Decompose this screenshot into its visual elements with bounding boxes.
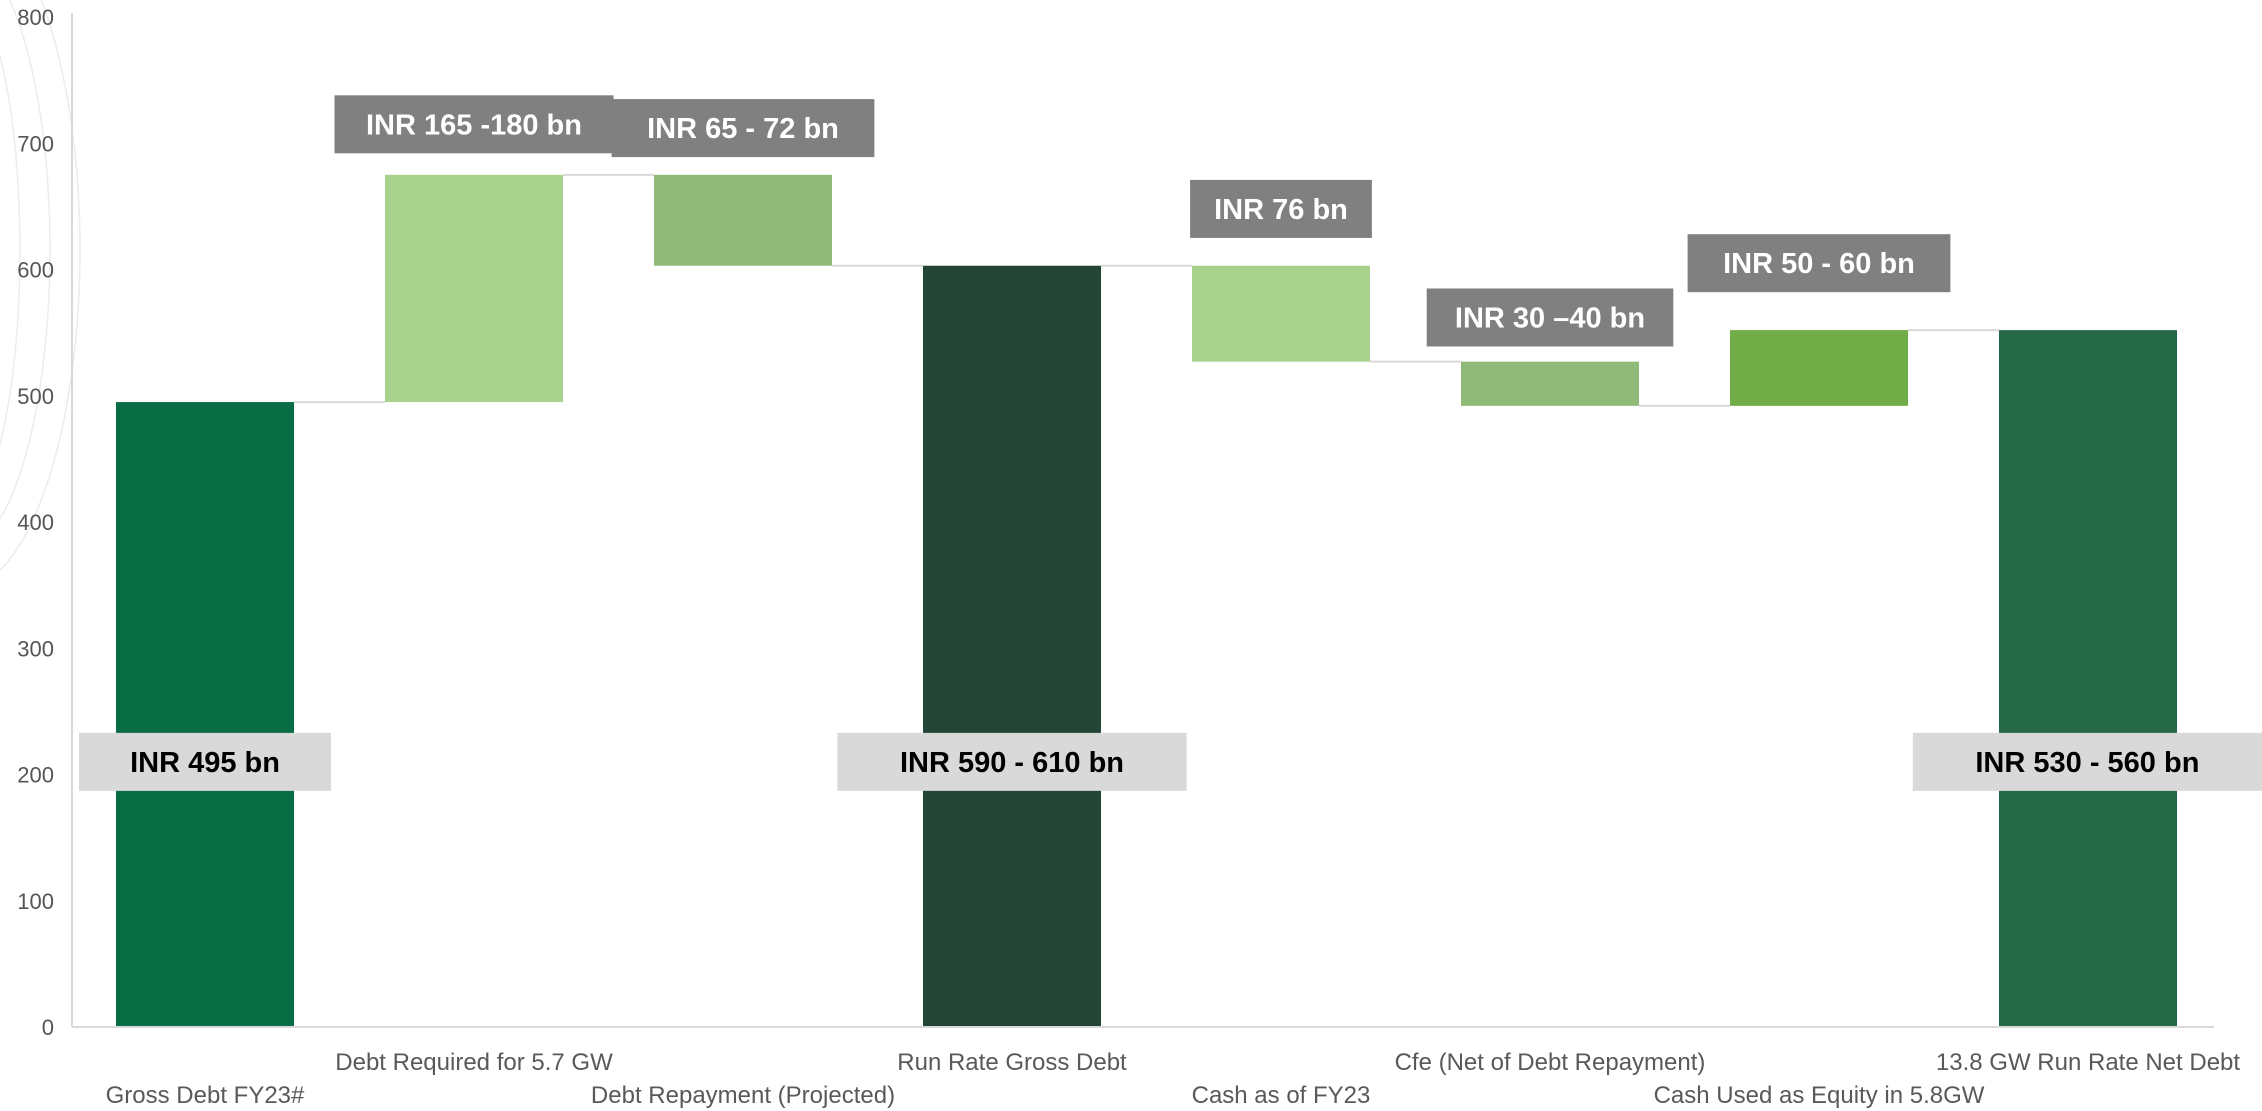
callout-box <box>611 99 875 158</box>
callout-box <box>1190 179 1372 238</box>
y-tick-label: 700 <box>17 131 54 156</box>
bar-4 <box>923 265 1101 1027</box>
data-label-callout: INR 495 bn <box>79 732 331 791</box>
contour-line <box>0 0 81 572</box>
x-category-label: Run Rate Gross Debt <box>897 1049 1127 1076</box>
data-label-callout: INR 30 –40 bn <box>1426 288 1674 347</box>
data-label-callout: INR 530 - 560 bn <box>1912 732 2262 791</box>
data-label: INR 495 bn <box>130 747 280 779</box>
data-label: INR 50 - 60 bn <box>1723 248 1915 280</box>
bars <box>116 174 2177 1028</box>
data-label-callout: INR 590 - 610 bn <box>837 732 1187 791</box>
y-tick-label: 400 <box>17 510 54 535</box>
data-label: INR 530 - 560 bn <box>1975 747 2199 779</box>
x-axis: Gross Debt FY23# Debt Required for 5.7 GW… <box>72 1026 2240 1109</box>
x-category-label: 13.8 GW Run Rate Net Debt <box>1936 1049 2240 1076</box>
y-tick-label: 100 <box>17 889 54 914</box>
y-tick-label: 800 <box>17 5 54 30</box>
data-label: INR 165 -180 bn <box>366 109 582 141</box>
y-tick-label: 200 <box>17 763 54 788</box>
x-category-label: Cfe (Net of Debt Repayment) <box>1395 1049 1706 1076</box>
x-category-label: Cash as of FY23 <box>1192 1082 1371 1109</box>
y-axis: 0 100 200 300 400 500 600 700 800 <box>17 5 73 1040</box>
callout-box <box>837 732 1187 791</box>
data-label-callout: INR 76 bn <box>1190 179 1372 238</box>
connector-lines <box>294 173 1999 407</box>
x-category-label: Gross Debt FY23# <box>106 1082 305 1109</box>
bar-6 <box>1461 361 1639 406</box>
bar-8 <box>1999 330 2177 1028</box>
bar-3 <box>654 174 832 266</box>
data-label: INR 590 - 610 bn <box>900 747 1124 779</box>
x-category-label: Cash Used as Equity in 5.8GW <box>1654 1082 1985 1109</box>
x-category-label: Debt Repayment (Projected) <box>591 1082 895 1109</box>
data-label: INR 65 - 72 bn <box>647 113 839 145</box>
bar-2 <box>385 174 563 403</box>
callout-box <box>79 732 331 791</box>
y-tick-label: 600 <box>17 258 54 283</box>
data-label-callout: INR 165 -180 bn <box>334 95 614 154</box>
y-tick-label: 300 <box>17 636 54 661</box>
y-tick-label: 0 <box>42 1015 54 1040</box>
callout-box <box>1912 732 2262 791</box>
data-label-callouts: INR 495 bn INR 165 -180 bn INR 65 - 72 bn I… <box>79 95 2262 791</box>
bar-5 <box>1192 265 1370 362</box>
bar-7 <box>1730 330 1908 406</box>
background-contour-decoration <box>0 0 81 572</box>
data-label: INR 76 bn <box>1214 194 1348 226</box>
callout-box <box>1687 234 1951 293</box>
contour-line <box>0 53 21 447</box>
callout-box <box>1426 288 1674 347</box>
bar-1 <box>116 402 294 1027</box>
data-label-callout: INR 50 - 60 bn <box>1687 234 1951 293</box>
x-category-label: Debt Required for 5.7 GW <box>335 1049 613 1076</box>
contour-line <box>0 0 51 521</box>
data-label: INR 30 –40 bn <box>1455 302 1645 334</box>
data-label-callout: INR 65 - 72 bn <box>611 99 875 158</box>
y-tick-label: 500 <box>17 384 54 409</box>
callout-box <box>334 95 614 154</box>
